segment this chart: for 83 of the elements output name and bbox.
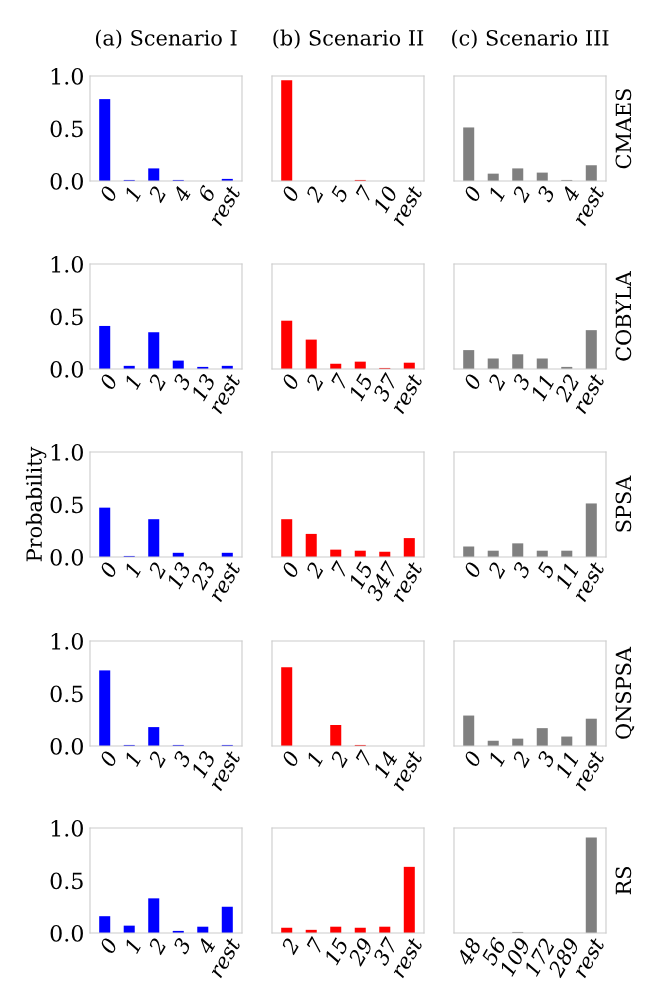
text: SPSA bbox=[615, 475, 632, 532]
x-tick-label: 48 bbox=[455, 936, 483, 967]
x-tick-label: 7 bbox=[355, 184, 374, 201]
x-tick-label: 2 bbox=[280, 937, 300, 956]
x-tick-label: 7 bbox=[355, 749, 374, 766]
x-tick-label: 7 bbox=[330, 560, 350, 577]
y-tick-label: 0.5 bbox=[50, 308, 83, 326]
x-tick-label: 3 bbox=[172, 937, 192, 956]
x-tick-label: 15 bbox=[348, 373, 374, 402]
text: QNSPSA bbox=[615, 646, 635, 739]
x-tick-label: 2 bbox=[486, 561, 507, 580]
x-tick-label: 5 bbox=[536, 561, 556, 579]
x-tick-label: 2 bbox=[147, 185, 167, 204]
x-tick-label: 15 bbox=[323, 937, 350, 966]
x-tick-label: 2 bbox=[304, 373, 325, 392]
x-tick-label: 1 bbox=[487, 187, 505, 202]
x-tick-label: 0 bbox=[462, 372, 483, 391]
x-tick-label: 3 bbox=[536, 185, 556, 204]
x-tick-label: 1 bbox=[123, 752, 141, 767]
x-tick-label: 0 bbox=[98, 184, 119, 203]
y-tick-label: 0.0 bbox=[50, 360, 83, 378]
x-tick-label: 0 bbox=[280, 749, 301, 768]
text: COBYLA bbox=[615, 271, 632, 361]
x-tick-label: 2 bbox=[329, 750, 349, 769]
x-tick-label: 7 bbox=[306, 936, 325, 953]
x-tick-label: 0 bbox=[462, 560, 483, 579]
x-tick-label: 1 bbox=[123, 939, 141, 954]
x-tick-label: 11 bbox=[530, 375, 554, 402]
y-tick-label: 1.0 bbox=[51, 443, 83, 461]
x-tick-label: 5 bbox=[329, 185, 350, 203]
y-tick-label: 1.0 bbox=[51, 67, 83, 85]
y-axis-title: Probability bbox=[25, 446, 47, 562]
x-tick-label: 2 bbox=[486, 373, 507, 392]
x-tick-label: 2 bbox=[147, 750, 167, 769]
y-tick-label: 0.0 bbox=[50, 172, 83, 190]
x-tick-label: 4 bbox=[171, 185, 192, 204]
chart-title: (c) Scenario III bbox=[452, 29, 609, 49]
x-tick-label: 1 bbox=[487, 752, 505, 767]
x-tick-label: 2 bbox=[511, 185, 531, 204]
y-tick-label: 1.0 bbox=[51, 819, 83, 837]
y-tick-label: 0.0 bbox=[50, 924, 83, 942]
x-tick-label: 3 bbox=[172, 750, 192, 769]
x-tick-label: 1 bbox=[305, 752, 323, 767]
y-tick-label: 0.5 bbox=[50, 120, 83, 138]
x-tick-label: 7 bbox=[330, 372, 350, 389]
x-tick-label: 29 bbox=[347, 936, 374, 967]
x-tick-label: 0 bbox=[462, 184, 483, 203]
x-tick-label: 0 bbox=[462, 749, 483, 768]
y-tick-label: 1.0 bbox=[51, 632, 83, 650]
x-tick-label: 2 bbox=[147, 373, 167, 392]
text: CMAES bbox=[615, 89, 632, 169]
x-tick-label: 2 bbox=[511, 750, 531, 769]
y-tick-label: 1.0 bbox=[51, 255, 83, 273]
x-tick-label: 0 bbox=[280, 184, 301, 203]
x-tick-label: 0 bbox=[280, 560, 301, 579]
y-tick-label: 0.5 bbox=[50, 872, 83, 890]
x-tick-label: 3 bbox=[511, 561, 532, 580]
x-tick-label: 11 bbox=[554, 752, 579, 779]
x-tick-label: 2 bbox=[147, 937, 167, 956]
x-tick-label: 2 bbox=[304, 561, 325, 580]
x-tick-label: 0 bbox=[98, 936, 119, 955]
x-tick-label: 13 bbox=[166, 561, 192, 590]
x-tick-label: 0 bbox=[98, 749, 119, 768]
x-tick-label: 11 bbox=[554, 563, 579, 590]
chart-title: (b) Scenario II bbox=[273, 29, 424, 49]
x-tick-label: 0 bbox=[98, 372, 119, 391]
y-tick-label: 0.5 bbox=[50, 685, 83, 703]
text: RS bbox=[615, 867, 632, 895]
x-tick-label: 3 bbox=[172, 373, 192, 392]
chart-title: (a) Scenario I bbox=[95, 29, 237, 49]
x-tick-label: 0 bbox=[280, 372, 301, 391]
x-tick-label: 3 bbox=[536, 750, 556, 769]
y-tick-label: 0.0 bbox=[50, 737, 83, 755]
x-tick-label: 6 bbox=[196, 184, 217, 203]
x-tick-label: 1 bbox=[123, 187, 141, 202]
x-tick-label: 1 bbox=[123, 563, 141, 578]
x-tick-label: 0 bbox=[98, 560, 119, 579]
y-tick-label: 0.5 bbox=[50, 496, 83, 514]
x-tick-label: 2 bbox=[147, 561, 167, 580]
x-tick-label: 2 bbox=[304, 185, 325, 204]
x-tick-label: 3 bbox=[511, 373, 532, 392]
y-tick-label: 0.0 bbox=[50, 548, 83, 566]
x-tick-label: 1 bbox=[123, 375, 141, 390]
